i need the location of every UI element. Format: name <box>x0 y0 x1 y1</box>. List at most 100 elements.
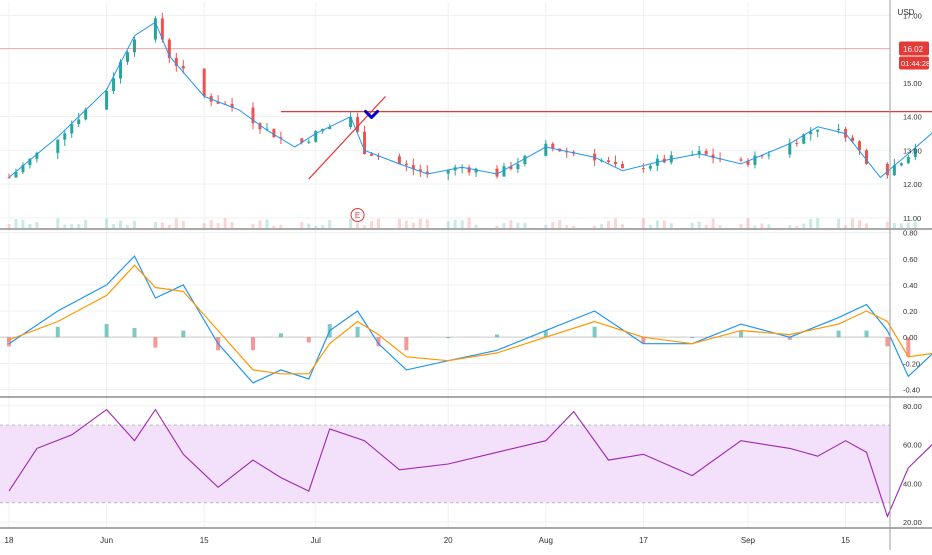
candle-body[interactable] <box>906 157 910 164</box>
candle-body[interactable] <box>858 141 862 151</box>
candle-body[interactable] <box>300 138 304 143</box>
candle-body[interactable] <box>509 166 513 169</box>
candle-body[interactable] <box>425 171 429 174</box>
candle-body[interactable] <box>851 137 855 142</box>
macd-histogram-bar <box>836 330 841 338</box>
candle-body[interactable] <box>788 142 792 155</box>
trendline-1[interactable] <box>308 96 386 180</box>
candle-body[interactable] <box>370 153 374 156</box>
candle-body[interactable] <box>279 137 283 139</box>
price-pane[interactable] <box>0 12 932 228</box>
candle-body[interactable] <box>363 131 367 154</box>
candle-body[interactable] <box>265 128 269 130</box>
candle-body[interactable] <box>551 143 555 149</box>
candle-body[interactable] <box>516 164 520 169</box>
candle-body[interactable] <box>272 128 276 138</box>
candle-body[interactable] <box>132 39 136 53</box>
volume-bar <box>788 225 792 228</box>
macd-y-tick-label: -0.20 <box>903 359 920 368</box>
candle-body[interactable] <box>544 143 548 156</box>
macd-y-tick-label: 0.80 <box>903 229 918 238</box>
volume-bar <box>572 225 576 228</box>
candle-body[interactable] <box>28 158 32 166</box>
candle-body[interactable] <box>711 154 715 159</box>
candle-body[interactable] <box>809 131 813 135</box>
candle-body[interactable] <box>397 156 401 164</box>
candle-body[interactable] <box>63 133 67 140</box>
volume-bar <box>7 224 11 228</box>
candle-body[interactable] <box>746 160 750 165</box>
candle-body[interactable] <box>356 117 360 132</box>
candle-body[interactable] <box>767 154 771 156</box>
candle-body[interactable] <box>307 141 311 143</box>
candle-body[interactable] <box>258 123 262 130</box>
candle-body[interactable] <box>70 124 74 134</box>
candle-body[interactable] <box>607 160 611 162</box>
candle-body[interactable] <box>648 165 652 169</box>
candle-body[interactable] <box>418 169 422 172</box>
macd-histogram-bar <box>181 330 186 338</box>
candle-body[interactable] <box>502 166 506 177</box>
macd-histogram-bar <box>641 337 646 344</box>
candle-body[interactable] <box>119 61 123 79</box>
candle-body[interactable] <box>795 142 799 144</box>
candle-body[interactable] <box>864 150 868 164</box>
earnings-marker-icon[interactable] <box>350 208 365 222</box>
candle-body[interactable] <box>328 126 332 130</box>
x-tick-label: Jul <box>311 536 321 545</box>
candle-body[interactable] <box>837 128 841 130</box>
candle-body[interactable] <box>614 161 618 165</box>
rsi-pane[interactable] <box>0 408 932 518</box>
candle-body[interactable] <box>35 152 39 159</box>
candle-body[interactable] <box>21 165 25 173</box>
candle-body[interactable] <box>77 119 81 125</box>
macd-pane[interactable] <box>0 246 932 384</box>
candle-body[interactable] <box>14 172 18 178</box>
candle-body[interactable] <box>892 165 896 176</box>
candle-body[interactable] <box>753 155 757 165</box>
candle-body[interactable] <box>697 151 701 155</box>
candle-body[interactable] <box>56 139 60 153</box>
volume-bar <box>858 220 862 228</box>
candle-body[interactable] <box>314 131 318 142</box>
candle-body[interactable] <box>474 168 478 173</box>
candle-body[interactable] <box>105 90 109 110</box>
volume-bar <box>760 223 764 228</box>
drawings-layer[interactable]: EE <box>280 17 932 222</box>
candle-body[interactable] <box>202 68 206 96</box>
candle-body[interactable] <box>641 168 645 170</box>
candle-body[interactable] <box>230 103 234 108</box>
candle-body[interactable] <box>174 57 178 67</box>
candle-body[interactable] <box>251 107 255 124</box>
candle-body[interactable] <box>760 155 764 157</box>
candle-body[interactable] <box>446 170 450 174</box>
candle-body[interactable] <box>816 129 820 132</box>
candle-body[interactable] <box>181 66 185 69</box>
candle-body[interactable] <box>495 168 499 177</box>
candle-body[interactable] <box>620 164 624 169</box>
candle-body[interactable] <box>467 167 471 173</box>
candle-body[interactable] <box>7 177 11 179</box>
candle-body[interactable] <box>899 163 903 166</box>
volume-bar <box>767 224 771 228</box>
candle-body[interactable] <box>411 165 415 170</box>
candle-body[interactable] <box>885 163 889 176</box>
candle-body[interactable] <box>112 78 116 91</box>
macd-y-tick-label: 0.60 <box>903 255 918 264</box>
price-y-tick-label: 15.00 <box>903 79 922 88</box>
candle-body[interactable] <box>913 149 917 158</box>
candle-body[interactable] <box>802 134 806 144</box>
candle-body[interactable] <box>216 101 220 104</box>
candle-body[interactable] <box>704 151 708 155</box>
candle-body[interactable] <box>160 18 164 40</box>
candle-body[interactable] <box>84 109 88 120</box>
candle-body[interactable] <box>739 159 743 161</box>
candle-body[interactable] <box>126 52 130 62</box>
candle-body[interactable] <box>349 117 353 127</box>
candle-body[interactable] <box>153 18 157 40</box>
currency-label: USD <box>898 8 915 17</box>
candle-body[interactable] <box>404 163 408 166</box>
candle-body[interactable] <box>523 155 527 165</box>
